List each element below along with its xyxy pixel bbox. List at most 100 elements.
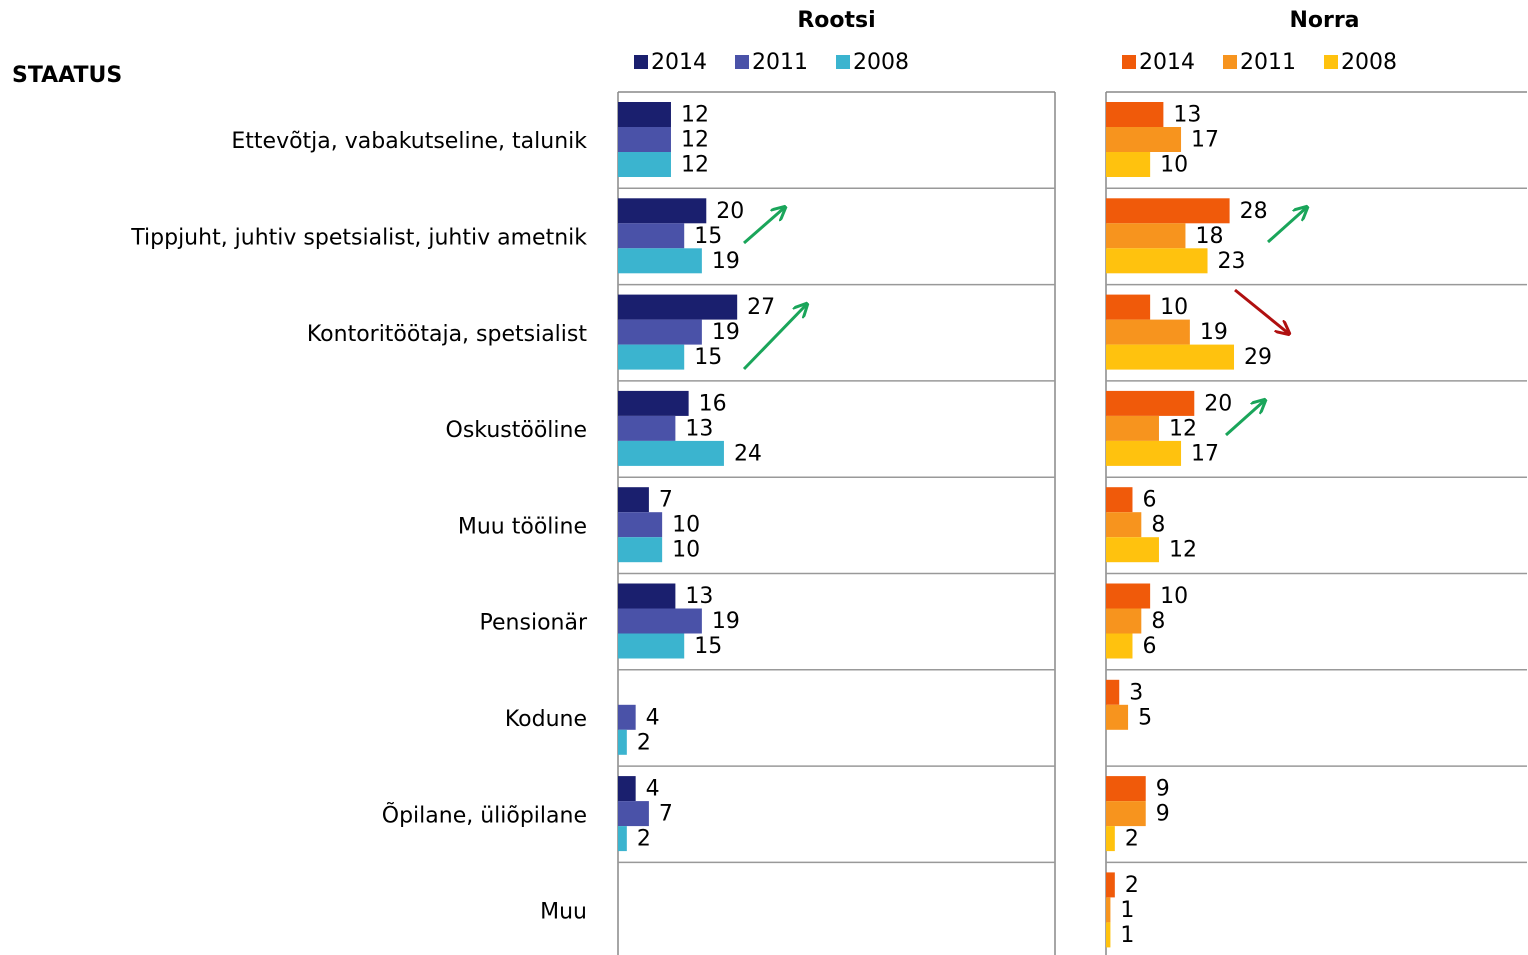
- value-label: 2: [1125, 827, 1139, 852]
- value-label: 4: [646, 705, 660, 730]
- value-label: 8: [1151, 513, 1165, 538]
- value-label: 2: [1125, 873, 1139, 898]
- value-label: 2: [637, 730, 651, 755]
- value-label: 17: [1191, 128, 1219, 153]
- value-label: 12: [681, 103, 709, 128]
- bar: [618, 319, 702, 345]
- category-label: Õpilane, üliõpilane: [382, 801, 587, 828]
- bar: [618, 440, 724, 466]
- value-label: 15: [694, 224, 722, 249]
- value-label: 1: [1120, 923, 1134, 948]
- bar: [618, 537, 663, 563]
- value-label: 13: [1173, 103, 1201, 128]
- bar: [618, 152, 671, 177]
- value-label: 12: [681, 128, 709, 153]
- bar: [1106, 152, 1151, 177]
- legend-label: 2014: [1139, 50, 1195, 75]
- legend-swatch: [1122, 55, 1136, 69]
- value-label: 12: [1169, 538, 1197, 563]
- trend-arrows: [742, 208, 1306, 437]
- arrow: [1234, 288, 1288, 333]
- bar: [618, 826, 627, 852]
- bar: [1106, 319, 1190, 345]
- bar: [1106, 922, 1111, 948]
- legend-label: 2011: [1240, 50, 1296, 75]
- bar: [1106, 608, 1142, 634]
- bar: [618, 223, 685, 249]
- bar: [618, 415, 676, 441]
- arrow: [1266, 208, 1306, 244]
- bar: [1106, 198, 1230, 224]
- value-label: 29: [1244, 345, 1272, 370]
- bar: [618, 487, 649, 513]
- bar: [618, 294, 738, 320]
- bar: [618, 729, 627, 755]
- category-label: Tippjuht, juhtiv spetsialist, juhtiv ame…: [130, 225, 587, 250]
- legend-swatch: [634, 55, 648, 69]
- bar: [1106, 512, 1142, 538]
- bar: [618, 704, 636, 730]
- bar: [618, 248, 702, 274]
- category-label: Oskustööline: [446, 418, 588, 443]
- value-label: 6: [1142, 634, 1156, 659]
- value-label: 6: [1142, 488, 1156, 513]
- value-label: 4: [646, 777, 660, 802]
- legend-swatch: [1223, 55, 1237, 69]
- chart-title: Rootsi: [797, 8, 875, 33]
- value-label: 10: [1160, 584, 1188, 609]
- bar: [1106, 127, 1182, 152]
- value-label: 10: [672, 538, 700, 563]
- category-label: Muu tööline: [458, 514, 587, 539]
- bar: [1106, 223, 1186, 249]
- bar: [618, 583, 676, 609]
- legend-label: 2008: [853, 50, 909, 75]
- bar: [618, 801, 649, 827]
- bar: [618, 776, 636, 802]
- value-label: 13: [685, 416, 713, 441]
- bar: [1106, 872, 1115, 898]
- value-label: 16: [699, 391, 727, 416]
- value-label: 10: [1160, 295, 1188, 320]
- value-label: 24: [734, 441, 762, 466]
- value-label: 15: [694, 345, 722, 370]
- bar: [1106, 487, 1133, 513]
- legend-label: 2008: [1341, 50, 1397, 75]
- bar: [1106, 294, 1151, 320]
- bar: [618, 633, 685, 659]
- value-label: 19: [712, 320, 740, 345]
- value-label: 18: [1195, 224, 1223, 249]
- category-label: Ettevõtja, vabakutseline, talunik: [231, 129, 587, 154]
- bar: [1106, 826, 1115, 852]
- value-label: 23: [1218, 249, 1246, 274]
- heading: STAATUS: [12, 63, 122, 88]
- value-label: 27: [747, 295, 775, 320]
- value-label: 1: [1120, 898, 1134, 923]
- category-label: Pensionär: [480, 611, 588, 636]
- arrow: [743, 208, 784, 245]
- value-label: 13: [685, 584, 713, 609]
- bar: [1106, 801, 1146, 827]
- bar: [618, 512, 663, 538]
- value-label: 9: [1156, 802, 1170, 827]
- bar: [1106, 415, 1159, 441]
- value-label: 10: [1160, 153, 1188, 178]
- value-label: 5: [1138, 705, 1152, 730]
- bar: [1106, 679, 1120, 705]
- bar: [618, 127, 671, 152]
- legend-swatch: [1324, 55, 1338, 69]
- value-label: 10: [672, 513, 700, 538]
- value-label: 20: [716, 199, 744, 224]
- value-label: 15: [694, 634, 722, 659]
- value-label: 8: [1151, 609, 1165, 634]
- value-label: 17: [1191, 441, 1219, 466]
- bar: [1106, 583, 1151, 609]
- bar: [618, 608, 702, 634]
- bar: [1106, 704, 1129, 730]
- value-label: 2: [637, 827, 651, 852]
- chart-title: Norra: [1289, 8, 1359, 33]
- bar: [1106, 344, 1235, 370]
- legend-swatch: [735, 55, 749, 69]
- value-label: 28: [1240, 199, 1268, 224]
- value-label: 12: [681, 153, 709, 178]
